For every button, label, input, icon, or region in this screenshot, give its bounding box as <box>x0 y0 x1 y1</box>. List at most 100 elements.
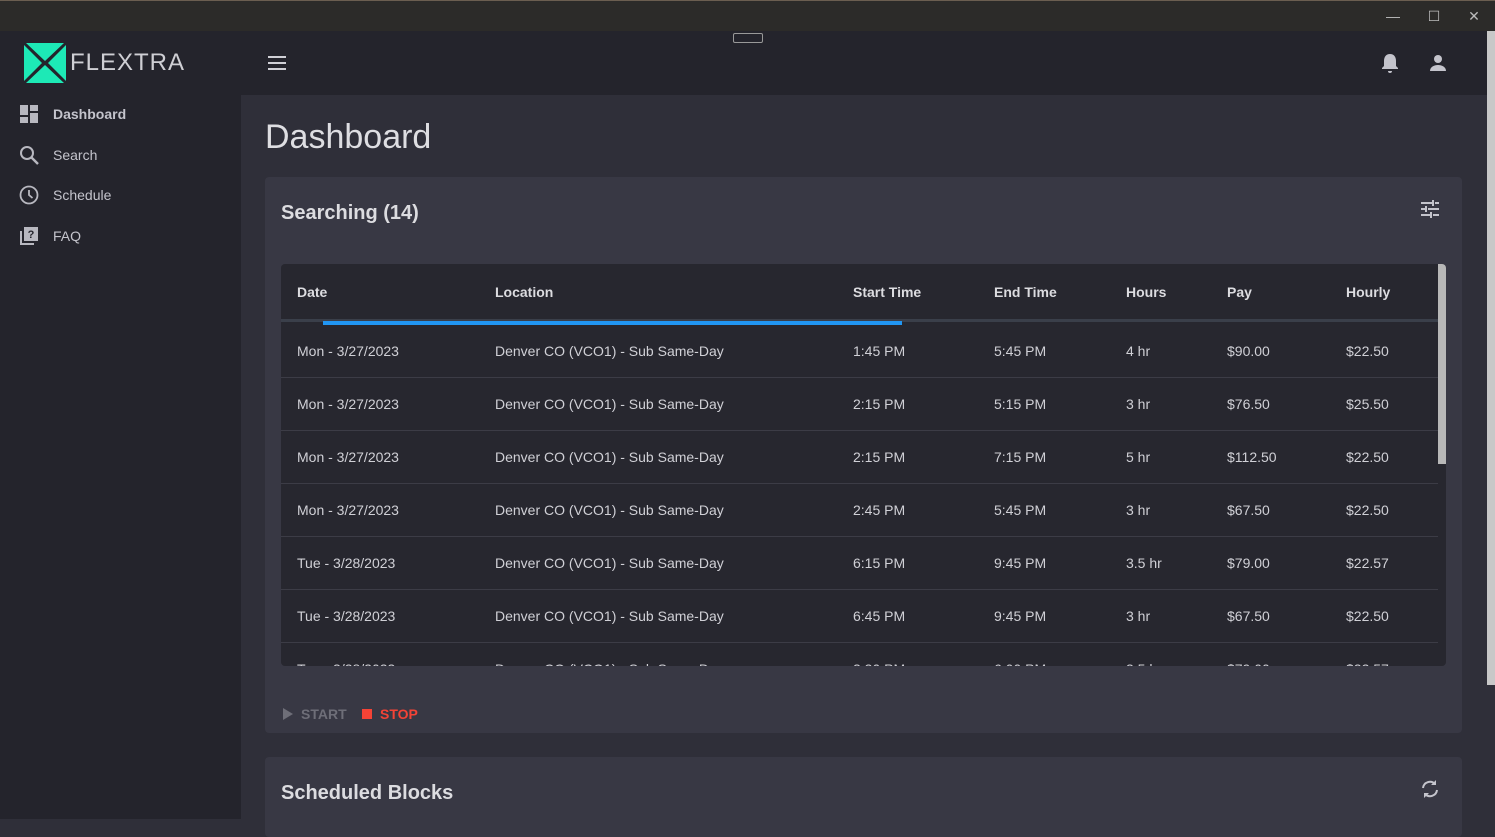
cell-end-time: 9:45 PM <box>994 555 1047 571</box>
faq-icon: ? <box>20 227 38 245</box>
account-icon[interactable] <box>1428 53 1448 73</box>
cell-end-time: 6:00 PM <box>994 661 1046 666</box>
table-row[interactable]: Tue - 3/28/2023 Denver CO (VCO1) - Sub Sa… <box>281 643 1438 666</box>
cell-hourly: $22.50 <box>1346 343 1389 359</box>
table-scrollbar[interactable] <box>1438 264 1446 464</box>
page-title: Dashboard <box>265 118 432 156</box>
cell-hourly: $25.50 <box>1346 396 1389 412</box>
bell-icon[interactable] <box>1380 52 1400 74</box>
menu-icon[interactable] <box>266 54 288 72</box>
cell-start-time: 6:15 PM <box>853 555 906 571</box>
cell-hourly: $22.57 <box>1346 661 1389 666</box>
cell-date: Mon - 3/27/2023 <box>297 343 399 359</box>
cell-location: Denver CO (VCO1) - Sub Same-Day <box>495 343 724 359</box>
minimize-button[interactable]: — <box>1386 8 1400 24</box>
cell-hourly: $22.50 <box>1346 449 1389 465</box>
stop-icon <box>362 709 372 719</box>
cell-date: Mon - 3/27/2023 <box>297 502 399 518</box>
cell-pay: $67.50 <box>1227 502 1270 518</box>
cell-location: Denver CO (VCO1) - Sub Same-Day <box>495 661 724 666</box>
logo: FLEXTRA <box>24 43 185 83</box>
cell-location: Denver CO (VCO1) - Sub Same-Day <box>495 555 724 571</box>
column-header-location[interactable]: Location <box>495 284 554 300</box>
cell-start-time: 2:15 PM <box>853 449 906 465</box>
table-row[interactable]: Mon - 3/27/2023 Denver CO (VCO1) - Sub Sa… <box>281 378 1438 431</box>
sidebar-item-label: Schedule <box>53 187 112 203</box>
cell-hours: 3 hr <box>1126 396 1151 412</box>
window-titlebar: — ☐ ✕ <box>0 0 1495 31</box>
cell-hours: 3 hr <box>1126 502 1151 518</box>
search-icon <box>20 146 39 165</box>
brand-name: FLEXTRA <box>70 49 186 76</box>
cell-start-time: 6:45 PM <box>853 608 906 624</box>
page-scrollbar[interactable] <box>1487 31 1495 685</box>
sidebar-item-label: Dashboard <box>53 106 127 122</box>
cell-pay: $79.00 <box>1227 661 1270 666</box>
column-header-pay[interactable]: Pay <box>1227 284 1252 300</box>
stop-button[interactable]: STOP <box>362 706 418 722</box>
play-icon <box>283 708 293 720</box>
svg-text:?: ? <box>28 229 35 241</box>
searching-title: Searching (14) <box>281 202 419 224</box>
dashboard-icon <box>20 105 38 123</box>
filter-settings-icon[interactable] <box>1420 199 1440 219</box>
cell-date: Tue - 3/28/2023 <box>297 608 396 624</box>
cell-pay: $67.50 <box>1227 608 1270 624</box>
cell-pay: $79.00 <box>1227 555 1270 571</box>
app-bar <box>241 31 1487 95</box>
cell-date: Mon - 3/27/2023 <box>297 396 399 412</box>
sidebar <box>0 31 241 819</box>
cell-start-time: 2:30 PM <box>853 661 905 666</box>
cell-pay: $112.50 <box>1227 449 1277 465</box>
cell-end-time: 5:15 PM <box>994 396 1047 412</box>
scheduled-blocks-title: Scheduled Blocks <box>281 782 454 804</box>
results-table: Date Location Start Time End Time Hours … <box>281 264 1446 666</box>
column-header-date[interactable]: Date <box>297 284 328 300</box>
maximize-button[interactable]: ☐ <box>1427 8 1441 24</box>
table-row[interactable]: Mon - 3/27/2023 Denver CO (VCO1) - Sub Sa… <box>281 431 1438 484</box>
cell-hourly: $22.50 <box>1346 502 1389 518</box>
sidebar-item-search[interactable]: Search <box>0 135 241 175</box>
cell-hours: 5 hr <box>1126 449 1151 465</box>
table-row[interactable]: Mon - 3/27/2023 Denver CO (VCO1) - Sub Sa… <box>281 325 1438 378</box>
cell-end-time: 5:45 PM <box>994 502 1047 518</box>
start-label: START <box>301 706 347 722</box>
cell-date: Mon - 3/27/2023 <box>297 449 399 465</box>
cell-location: Denver CO (VCO1) - Sub Same-Day <box>495 449 724 465</box>
cell-pay: $90.00 <box>1227 343 1270 359</box>
search-progress-bar <box>323 321 902 325</box>
cell-start-time: 2:15 PM <box>853 396 906 412</box>
cell-date: Tue - 3/28/2023 <box>297 555 396 571</box>
stop-label: STOP <box>380 706 418 722</box>
table-row[interactable]: Tue - 3/28/2023 Denver CO (VCO1) - Sub Sa… <box>281 590 1438 643</box>
cell-date: Tue - 3/28/2023 <box>297 661 395 666</box>
column-header-start-time[interactable]: Start Time <box>853 284 922 300</box>
cell-hours: 3.5 hr <box>1126 555 1162 571</box>
column-header-hours[interactable]: Hours <box>1126 284 1167 300</box>
table-row[interactable]: Mon - 3/27/2023 Denver CO (VCO1) - Sub Sa… <box>281 484 1438 537</box>
sidebar-item-dashboard[interactable]: Dashboard <box>0 94 241 134</box>
close-button[interactable]: ✕ <box>1468 8 1480 24</box>
cell-pay: $76.50 <box>1227 396 1270 412</box>
flextra-logo-icon <box>24 43 66 83</box>
cell-start-time: 2:45 PM <box>853 502 906 518</box>
cell-hourly: $22.57 <box>1346 555 1389 571</box>
cell-start-time: 1:45 PM <box>853 343 906 359</box>
searching-card: Searching (14) Date Location Start Time … <box>265 177 1462 733</box>
cell-location: Denver CO (VCO1) - Sub Same-Day <box>495 396 724 412</box>
cell-hours: 4 hr <box>1126 343 1151 359</box>
table-row[interactable]: Tue - 3/28/2023 Denver CO (VCO1) - Sub Sa… <box>281 537 1438 590</box>
sidebar-item-label: Search <box>53 147 98 163</box>
start-button[interactable]: START <box>283 706 347 722</box>
refresh-icon[interactable] <box>1420 779 1440 799</box>
cell-end-time: 9:45 PM <box>994 608 1047 624</box>
cell-location: Denver CO (VCO1) - Sub Same-Day <box>495 502 724 518</box>
drag-handle[interactable] <box>733 33 763 43</box>
sidebar-item-faq[interactable]: ? FAQ <box>0 216 241 256</box>
column-header-hourly[interactable]: Hourly <box>1346 284 1391 300</box>
table-header: Date Location Start Time End Time Hours … <box>281 264 1438 322</box>
column-header-end-time[interactable]: End Time <box>994 284 1057 300</box>
sidebar-item-label: FAQ <box>53 228 82 244</box>
cell-hourly: $22.50 <box>1346 608 1389 624</box>
sidebar-item-schedule[interactable]: Schedule <box>0 175 241 215</box>
